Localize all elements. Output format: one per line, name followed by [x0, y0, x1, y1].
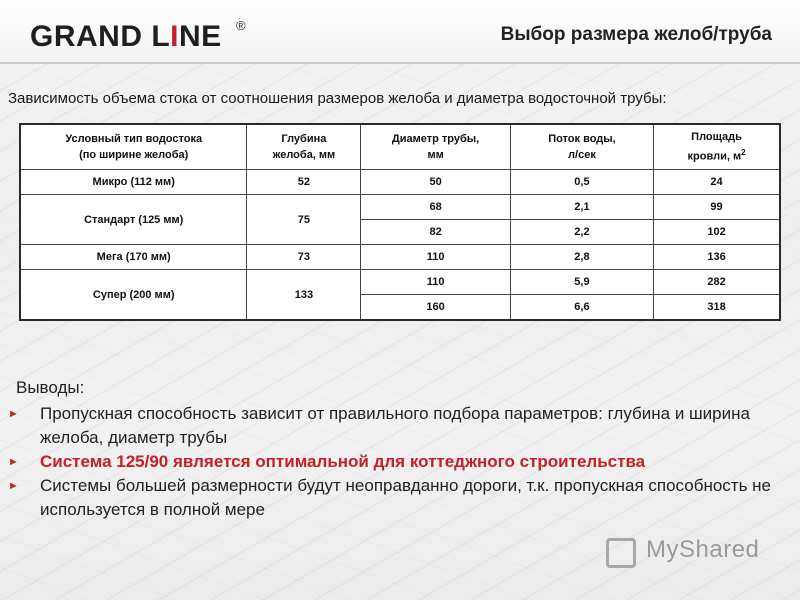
registered-mark: ® — [236, 18, 246, 33]
myshared-watermark: MyShared — [646, 536, 760, 563]
cell-area: 24 — [653, 169, 781, 195]
header-roof-area: Площадь кровли, м2 — [653, 123, 781, 170]
myshared-logo-icon — [606, 538, 636, 568]
bullet-arrow-icon: ► — [8, 480, 19, 492]
cell-diameter: 82 — [360, 219, 511, 245]
cell-flow: 2,1 — [509, 194, 655, 220]
table-header-row: Условный тип водостока (по ширине желоба)… — [19, 123, 781, 170]
list-item: ► Системы большей размерности будут неопр… — [8, 476, 771, 519]
cell-depth: 133 — [246, 269, 362, 321]
cell-diameter: 160 — [360, 294, 511, 321]
header-gutter-type: Условный тип водостока (по ширине желоба) — [19, 123, 248, 170]
cell-diameter: 110 — [360, 269, 511, 295]
table-row: Микро (112 мм) 52 50 0,5 24 — [19, 169, 781, 195]
header-water-flow: Поток воды, л/сек — [509, 123, 655, 170]
table-row: 82 2,2 102 — [20, 219, 781, 245]
grand-line-logo: GRAND LINE — [30, 20, 222, 53]
cell-type: Мега (170 мм) — [19, 244, 248, 270]
cell-flow: 5,9 — [509, 269, 655, 295]
list-item-highlight: ► Система 125/90 является оптимальной для… — [8, 450, 784, 474]
header-pipe-diameter: Диаметр трубы, мм — [360, 123, 511, 170]
cell-flow: 6,6 — [509, 294, 655, 321]
conclusions-section: Выводы: ► Пропускная способность зависит … — [8, 378, 784, 522]
cell-type: Микро (112 мм) — [19, 169, 248, 195]
cell-depth: 73 — [246, 244, 362, 270]
table-row: Супер (200 мм) 133 110 5,9 282 — [19, 269, 781, 321]
cell-diameter: 50 — [360, 169, 511, 195]
bullet-arrow-icon: ► — [8, 408, 19, 420]
table-row: 160 6,6 318 — [20, 294, 781, 321]
conclusions-title: Выводы: — [16, 378, 85, 397]
cell-flow: 2,8 — [509, 244, 655, 270]
cell-type: Стандарт (125 мм) — [19, 194, 248, 245]
cell-diameter: 68 — [360, 194, 511, 220]
cell-diameter: 110 — [360, 244, 511, 270]
cell-type: Супер (200 мм) — [19, 269, 248, 321]
cell-area: 282 — [653, 269, 781, 295]
cell-area: 318 — [653, 294, 781, 321]
cell-area: 102 — [653, 219, 781, 245]
page-title: Выбор размера желоб/труба — [500, 24, 772, 45]
cell-flow: 0,5 — [509, 169, 655, 195]
table-row: Стандарт (125 мм) 75 68 2,1 99 — [19, 194, 781, 245]
conclusions-list: ► Пропускная способность зависит от прави… — [8, 402, 784, 522]
cell-area: 136 — [653, 244, 781, 270]
list-item: ► Пропускная способность зависит от прави… — [8, 404, 750, 447]
gutter-pipe-table: Условный тип водостока (по ширине желоба)… — [19, 123, 781, 321]
cell-depth: 52 — [246, 169, 362, 195]
table-row: Мега (170 мм) 73 110 2,8 136 — [19, 244, 781, 270]
cell-depth: 75 — [246, 194, 362, 245]
bullet-arrow-icon: ► — [8, 456, 19, 468]
table-caption: Зависимость объема стока от соотношения … — [8, 90, 667, 107]
cell-flow: 2,2 — [509, 219, 655, 245]
slide-header: GRAND LINE ® Выбор размера желоб/труба — [0, 0, 800, 64]
header-gutter-depth: Глубина желоба, мм — [246, 123, 362, 170]
cell-area: 99 — [653, 194, 781, 220]
